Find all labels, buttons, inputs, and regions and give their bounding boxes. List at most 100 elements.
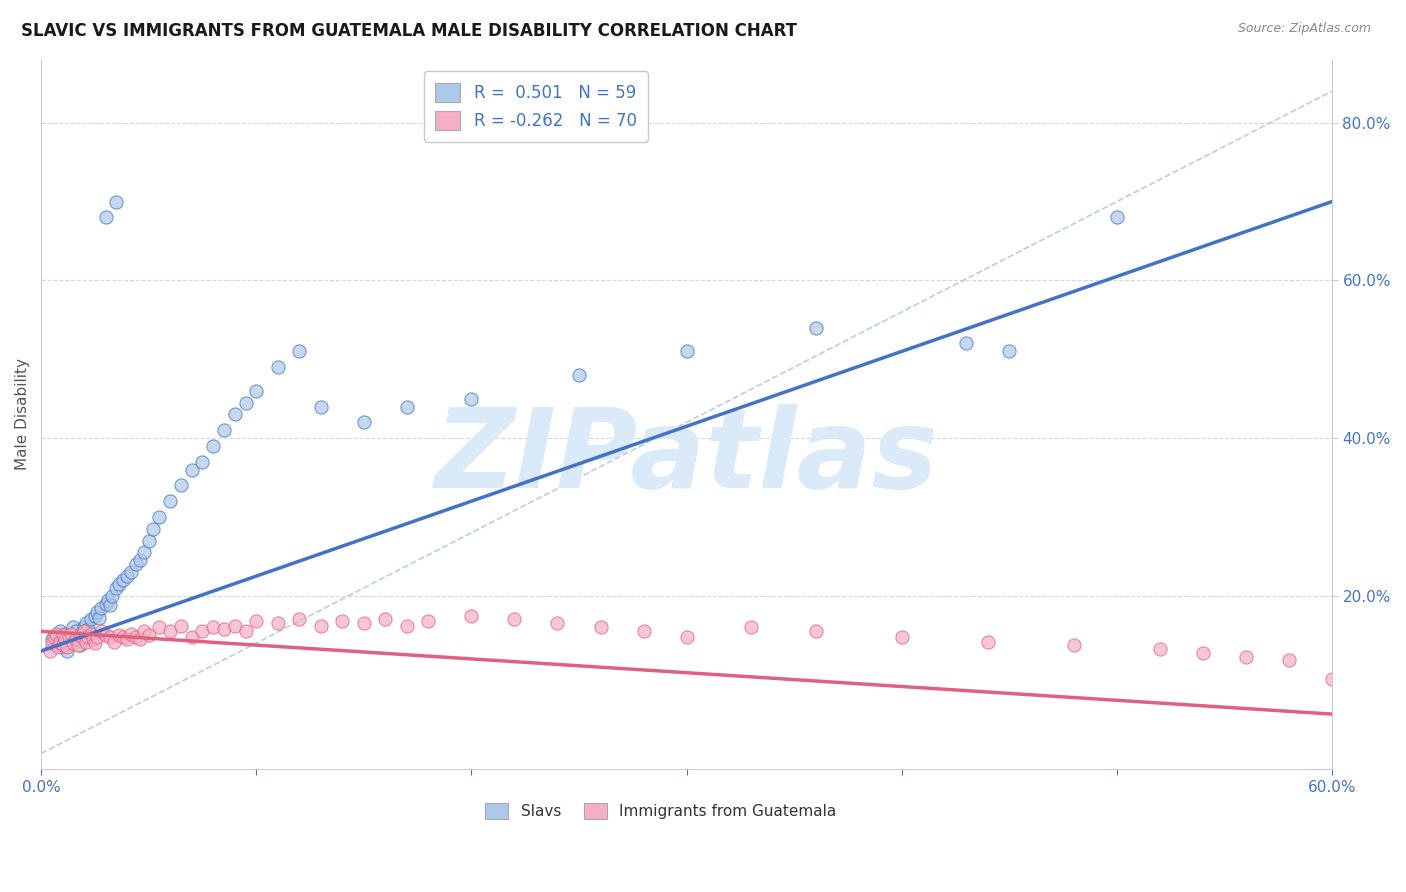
Point [111,630,134,644]
Point [159,494,181,508]
Point [70,630,93,644]
Y-axis label: Male Disability: Male Disability [15,359,30,470]
Point [42,630,65,644]
Point [633,624,655,639]
Point [353,616,375,631]
Point [103,634,125,648]
Point [977,634,1000,648]
Point [245,614,267,628]
Point [568,368,591,382]
Point [73,624,96,639]
Point [159,624,181,639]
Point [107,628,129,642]
Point [170,619,193,633]
Point [125,630,148,644]
Point [125,558,148,572]
Point [65,632,87,647]
Point [53,626,76,640]
Point [202,620,225,634]
Point [129,632,152,647]
Point [115,632,138,647]
Point [142,522,165,536]
Point [83,636,105,650]
Point [107,577,129,591]
Point [94,211,117,225]
Point [224,619,246,633]
Point [115,569,138,583]
Point [105,581,128,595]
Point [148,620,170,634]
Point [1063,638,1085,652]
Point [212,423,235,437]
Point [288,612,311,626]
Point [62,636,84,650]
Point [83,608,105,623]
Point [53,632,76,647]
Point [70,628,93,642]
Point [101,589,124,603]
Point [58,632,80,647]
Point [170,478,193,492]
Point [94,597,117,611]
Point [224,408,246,422]
Point [353,415,375,429]
Point [129,553,152,567]
Point [121,626,143,640]
Point [69,628,91,642]
Point [309,400,332,414]
Point [138,533,160,548]
Point [1320,672,1343,686]
Point [804,624,827,639]
Point [58,630,80,644]
Point [65,624,87,639]
Point [235,624,257,639]
Point [56,640,79,654]
Point [245,384,267,398]
Point [503,612,526,626]
Text: SLAVIC VS IMMIGRANTS FROM GUATEMALA MALE DISABILITY CORRELATION CHART: SLAVIC VS IMMIGRANTS FROM GUATEMALA MALE… [21,22,797,40]
Point [395,619,418,633]
Point [90,624,112,639]
Point [460,392,482,406]
Point [121,565,143,579]
Point [955,336,977,351]
Point [105,194,128,209]
Point [740,620,762,634]
Point [52,638,75,652]
Point [46,636,69,650]
Point [46,640,69,654]
Point [75,634,97,648]
Point [148,510,170,524]
Point [418,614,440,628]
Point [45,628,67,642]
Point [134,624,156,639]
Point [66,638,89,652]
Point [547,616,569,631]
Text: Source: ZipAtlas.com: Source: ZipAtlas.com [1237,22,1371,36]
Point [395,400,418,414]
Point [202,439,225,453]
Point [79,612,101,626]
Point [589,620,612,634]
Point [267,360,290,375]
Point [1149,642,1171,657]
Point [52,630,75,644]
Point [77,630,100,644]
Point [52,640,75,654]
Point [56,644,79,658]
Point [94,628,117,642]
Point [180,630,202,644]
Point [97,592,120,607]
Point [212,622,235,636]
Point [191,455,214,469]
Text: ZIPatlas: ZIPatlas [434,403,938,510]
Point [79,626,101,640]
Point [38,644,60,658]
Point [460,608,482,623]
Point [41,632,63,647]
Point [98,599,121,613]
Point [804,320,827,334]
Point [1192,646,1215,660]
Point [1278,653,1301,667]
Point [1234,650,1257,665]
